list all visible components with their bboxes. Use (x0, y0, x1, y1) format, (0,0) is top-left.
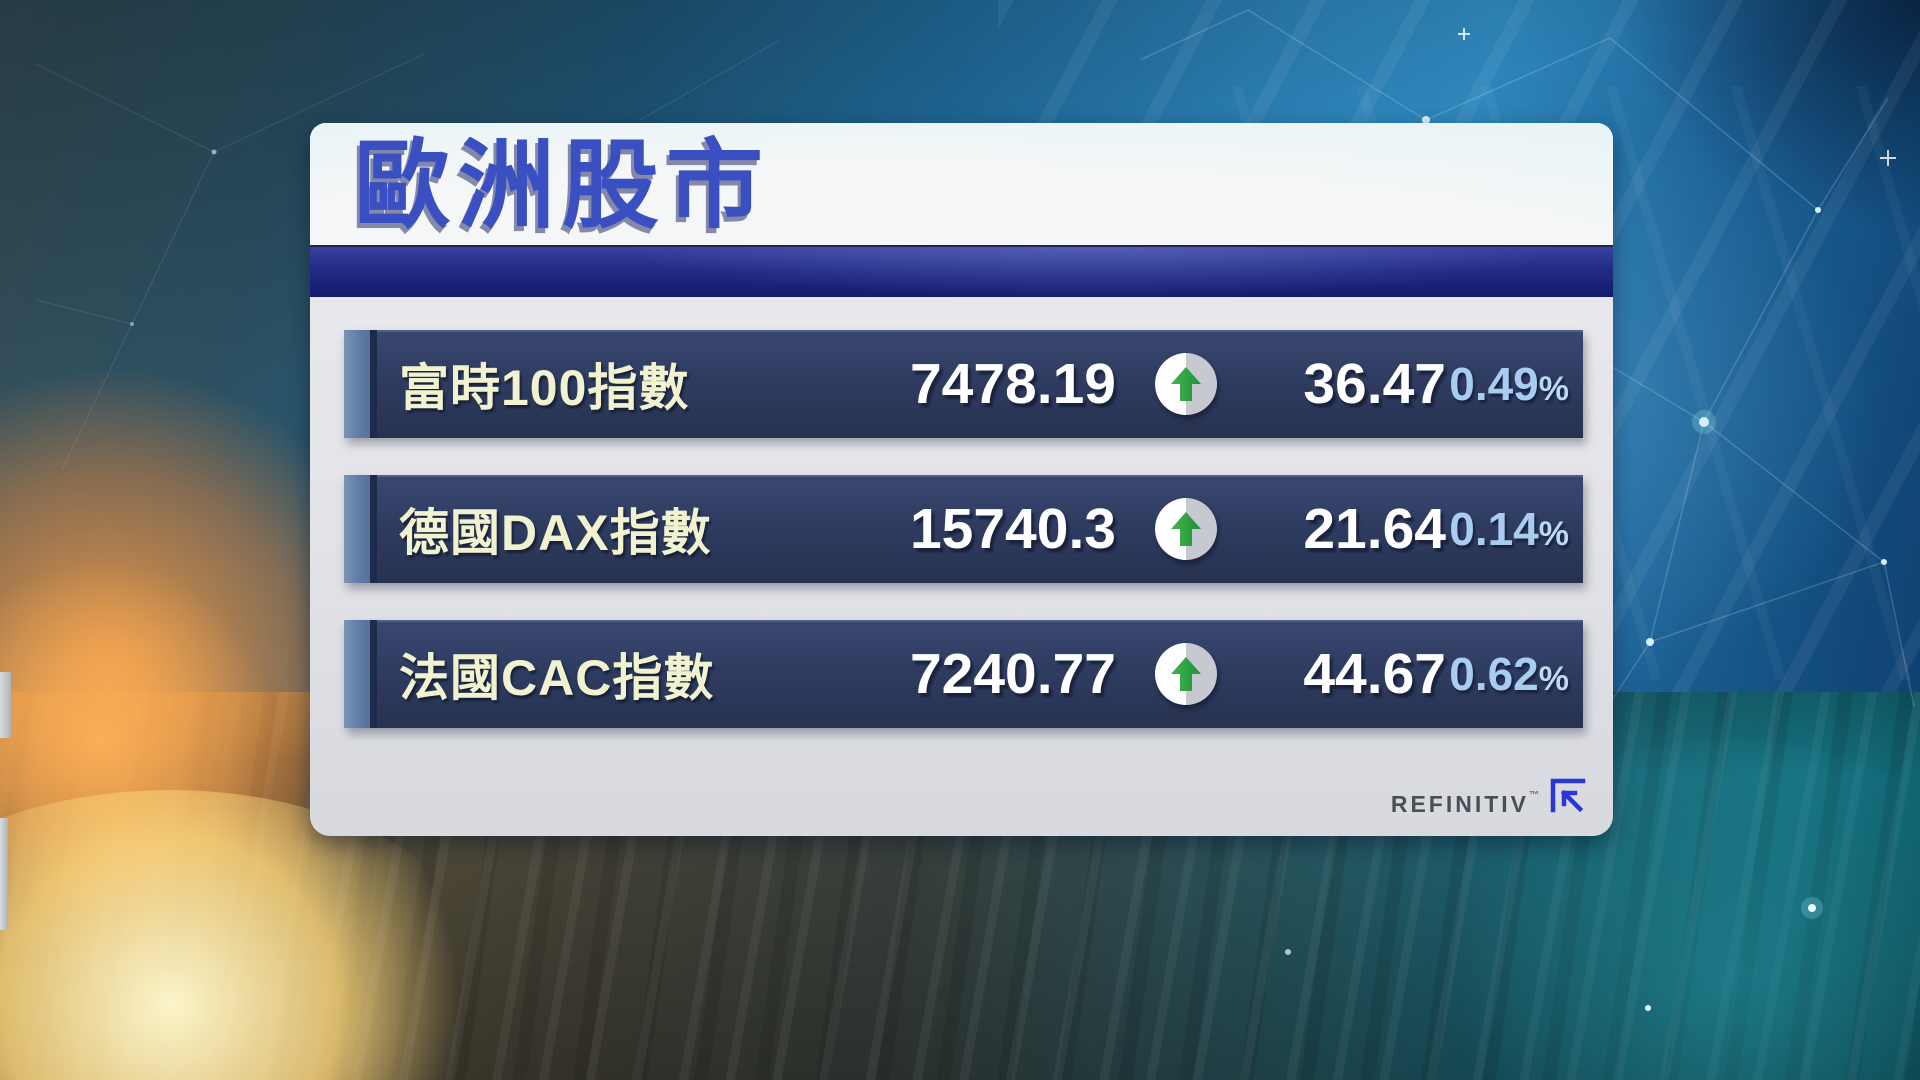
index-row-dax: 德國DAX指數 15740.3 21.64 0.14% (344, 475, 1583, 583)
refinitiv-logo: REFINITIV™ (1391, 776, 1587, 824)
refinitiv-logo-text: REFINITIV™ (1391, 776, 1539, 824)
screen-edge-artifact (0, 672, 11, 738)
index-row-cac: 法國CAC指數 7240.77 44.67 0.62% (344, 620, 1583, 728)
row-accent-bar (344, 330, 370, 438)
trademark-sign: ™ (1529, 790, 1539, 801)
index-change: 36.47 (1303, 352, 1446, 416)
index-name: 法國CAC指數 (399, 650, 715, 706)
row-body: 法國CAC指數 7240.77 44.67 0.62% (370, 620, 1583, 728)
percent-sign: % (1538, 370, 1569, 408)
index-change: 44.67 (1303, 642, 1446, 706)
index-change-percent: 0.14% (1446, 502, 1583, 556)
stocks-panel: 歐洲股市 富時100指數 7478.19 (310, 123, 1613, 836)
percent-value: 0.62 (1449, 648, 1539, 700)
arrow-up-icon (1155, 353, 1217, 415)
arrow-up-icon (1155, 643, 1217, 705)
arrow-up-icon (1155, 498, 1217, 560)
direction-cell (1116, 353, 1256, 415)
percent-sign: % (1538, 515, 1569, 553)
row-accent-bar (344, 475, 370, 583)
logo-wordmark: REFINITIV (1390, 791, 1529, 817)
direction-cell (1116, 498, 1256, 560)
index-change-percent: 0.49% (1446, 357, 1583, 411)
title-divider-bar (310, 245, 1613, 297)
percent-value: 0.49 (1449, 358, 1539, 410)
direction-cell (1116, 643, 1256, 705)
refinitiv-logo-icon (1550, 778, 1586, 813)
percent-value: 0.14 (1449, 503, 1539, 555)
index-value: 7478.19 (909, 352, 1116, 416)
screen-edge-artifact (0, 818, 8, 930)
index-name: 德國DAX指數 (399, 505, 712, 561)
index-change: 21.64 (1303, 497, 1446, 561)
index-change-percent: 0.62% (1446, 647, 1583, 701)
index-value: 15740.3 (909, 497, 1116, 561)
index-name: 富時100指數 (399, 360, 690, 416)
index-row-ftse100: 富時100指數 7478.19 36.47 0.49% (344, 330, 1583, 438)
panel-header: 歐洲股市 (310, 123, 1613, 245)
index-value: 7240.77 (909, 642, 1116, 706)
page-title: 歐洲股市 (354, 131, 770, 240)
row-body: 富時100指數 7478.19 36.47 0.49% (370, 330, 1583, 438)
row-accent-bar (344, 620, 370, 728)
percent-sign: % (1538, 660, 1569, 698)
row-body: 德國DAX指數 15740.3 21.64 0.14% (370, 475, 1583, 583)
